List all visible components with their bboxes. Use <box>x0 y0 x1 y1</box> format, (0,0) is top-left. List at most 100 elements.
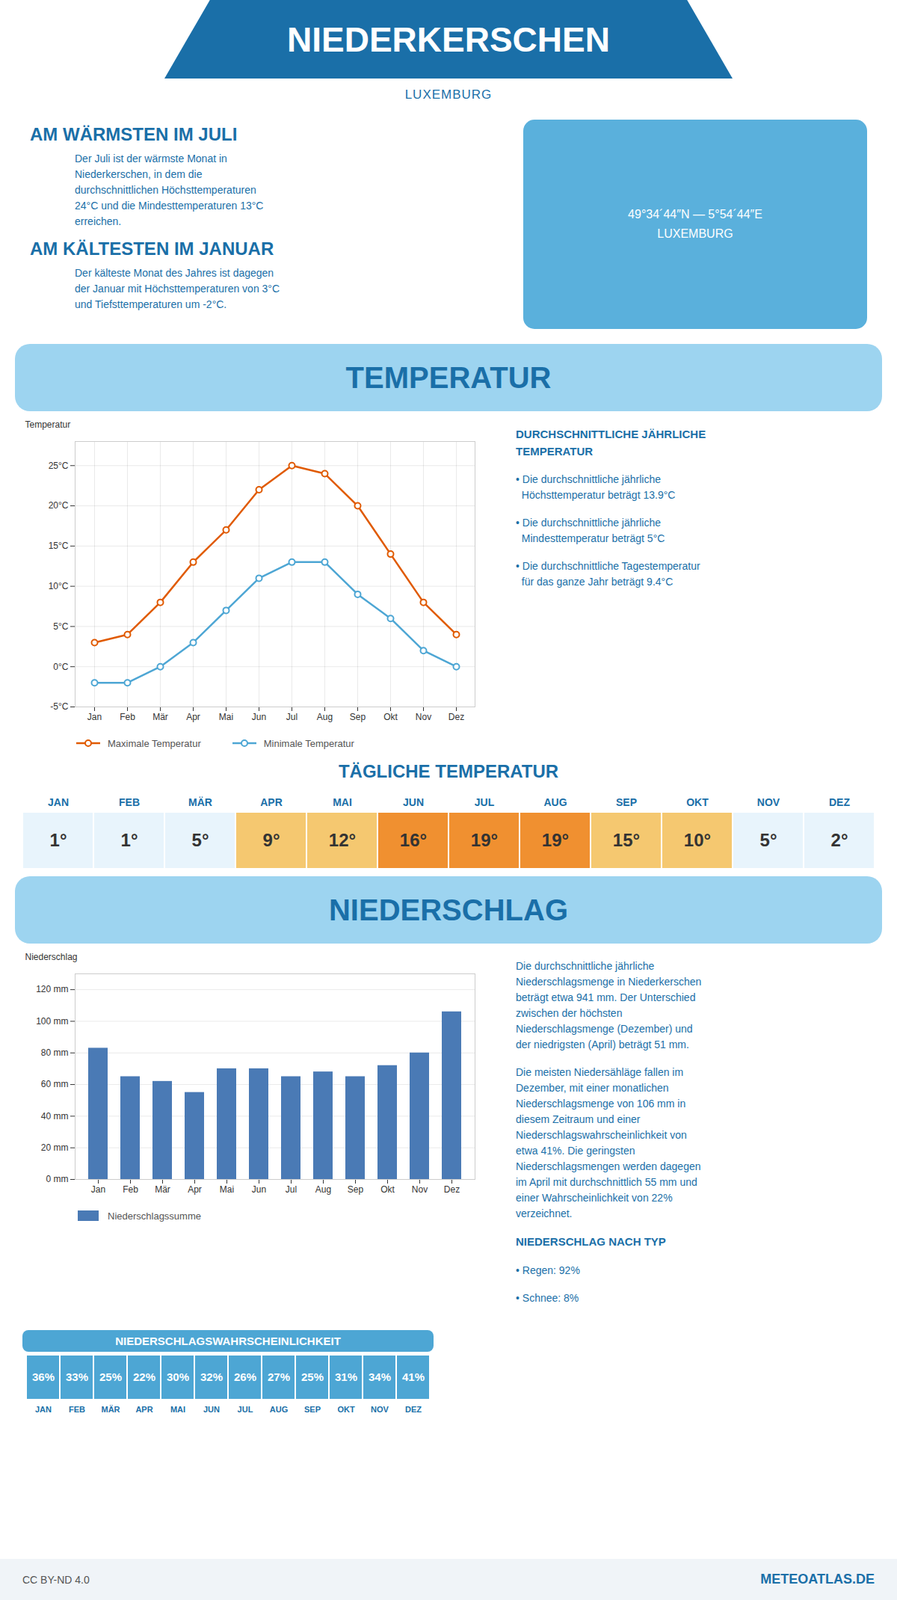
svg-text:MAI: MAI <box>170 1404 186 1414</box>
svg-text:APR: APR <box>260 796 283 809</box>
svg-text:AUG: AUG <box>269 1404 288 1414</box>
svg-text:SEP: SEP <box>304 1404 321 1414</box>
svg-text:MÄR: MÄR <box>188 796 213 809</box>
svg-text:Jul: Jul <box>286 711 298 723</box>
svg-text:JAN: JAN <box>47 796 69 809</box>
svg-text:22%: 22% <box>133 1370 156 1383</box>
svg-text:Mär: Mär <box>152 711 169 723</box>
svg-text:Apr: Apr <box>187 1184 202 1195</box>
svg-text:25°C: 25°C <box>48 460 69 471</box>
svg-text:AUG: AUG <box>543 796 567 809</box>
svg-text:2°: 2° <box>831 829 849 850</box>
svg-text:19°: 19° <box>470 829 498 850</box>
svg-text:19°: 19° <box>541 829 569 850</box>
svg-text:41%: 41% <box>402 1370 425 1383</box>
svg-text:DEZ: DEZ <box>828 796 850 809</box>
html-text:• Die durchschnittliche jährli: • Die durchschnittliche jährliche Mindes… <box>515 516 665 545</box>
svg-text:Dez: Dez <box>444 1184 460 1195</box>
svg-text:10°: 10° <box>683 829 711 850</box>
html-text:Der Juli ist der wärmste Monat: Der Juli ist der wärmste Monat in Nieder… <box>74 152 264 228</box>
svg-text:31%: 31% <box>334 1370 358 1383</box>
svg-text:40 mm: 40 mm <box>41 1110 69 1122</box>
html-text:TEMPERATUR: TEMPERATUR <box>345 360 552 394</box>
svg-text:Feb: Feb <box>122 1184 139 1195</box>
svg-text:32%: 32% <box>200 1370 223 1383</box>
svg-text:FEB: FEB <box>68 1404 86 1414</box>
svg-text:120 mm: 120 mm <box>35 983 69 995</box>
svg-text:Aug: Aug <box>315 1184 332 1195</box>
svg-text:25%: 25% <box>99 1370 122 1383</box>
svg-text:OKT: OKT <box>686 796 709 809</box>
svg-text:100 mm: 100 mm <box>35 1015 69 1027</box>
svg-text:5°: 5° <box>760 829 778 850</box>
svg-text:Aug: Aug <box>316 711 333 723</box>
html-text:Der kälteste Monat des Jahres: Der kälteste Monat des Jahres ist dagege… <box>74 266 280 311</box>
svg-text:-5°C: -5°C <box>50 701 69 712</box>
svg-text:Nov: Nov <box>411 1184 428 1195</box>
svg-text:33%: 33% <box>65 1370 89 1383</box>
svg-text:Sep: Sep <box>347 1184 365 1195</box>
svg-text:9°: 9° <box>263 829 281 850</box>
svg-text:APR: APR <box>135 1404 153 1414</box>
svg-text:5°: 5° <box>192 829 210 850</box>
svg-text:30%: 30% <box>166 1370 190 1383</box>
svg-text:JAN: JAN <box>35 1404 52 1414</box>
svg-text:5°C: 5°C <box>53 621 69 632</box>
html-text:Die durchschnittliche jährlich: Die durchschnittliche jährliche Niedersc… <box>515 959 702 1051</box>
svg-text:Apr: Apr <box>186 711 201 723</box>
html-text:DURCHSCHNITTLICHE JÄHRLICHE TE: DURCHSCHNITTLICHE JÄHRLICHE TEMPERATUR <box>515 427 706 458</box>
svg-text:Jun: Jun <box>251 1184 267 1195</box>
svg-text:80 mm: 80 mm <box>41 1047 69 1058</box>
svg-text:JUN: JUN <box>203 1404 220 1414</box>
svg-text:12°: 12° <box>328 829 356 850</box>
svg-text:FEB: FEB <box>118 796 140 809</box>
svg-text:Mai: Mai <box>219 711 234 723</box>
svg-text:Mär: Mär <box>154 1184 171 1195</box>
svg-text:DEZ: DEZ <box>405 1404 422 1414</box>
svg-text:MÄR: MÄR <box>100 1404 120 1414</box>
svg-text:Mai: Mai <box>219 1184 234 1195</box>
html-text:NIEDERSCHLAG: NIEDERSCHLAG <box>328 892 569 926</box>
svg-text:MAI: MAI <box>332 796 353 809</box>
svg-text:NOV: NOV <box>370 1404 390 1414</box>
svg-text:Okt: Okt <box>383 711 398 723</box>
svg-text:Jan: Jan <box>91 1184 106 1195</box>
svg-text:15°C: 15°C <box>48 540 69 551</box>
svg-text:34%: 34% <box>368 1370 391 1383</box>
svg-text:26%: 26% <box>233 1370 257 1383</box>
svg-text:JUN: JUN <box>402 796 424 809</box>
svg-text:0 mm: 0 mm <box>46 1173 69 1185</box>
svg-text:Okt: Okt <box>380 1184 395 1195</box>
svg-text:Niederschlag: Niederschlag <box>25 951 78 963</box>
svg-text:NOV: NOV <box>757 796 781 809</box>
svg-text:27%: 27% <box>267 1370 291 1383</box>
svg-text:OKT: OKT <box>337 1404 356 1414</box>
svg-text:15°: 15° <box>612 829 640 850</box>
svg-text:20 mm: 20 mm <box>41 1142 69 1153</box>
html-text:Die meisten Niedersähläge fall: Die meisten Niedersähläge fallen im Deze… <box>515 1065 701 1220</box>
svg-text:0°C: 0°C <box>53 661 69 673</box>
html-text:• Die durchschnittliche jährli: • Die durchschnittliche jährliche Höchst… <box>515 473 676 501</box>
svg-text:Jan: Jan <box>87 711 102 723</box>
svg-text:SEP: SEP <box>615 796 637 809</box>
svg-text:Feb: Feb <box>119 711 136 723</box>
svg-text:Temperatur: Temperatur <box>25 419 72 430</box>
svg-text:Jul: Jul <box>285 1184 297 1195</box>
svg-text:36%: 36% <box>32 1370 55 1383</box>
html-text:• Die durchschnittliche Tagest: • Die durchschnittliche Tagestemperatur … <box>515 559 701 588</box>
svg-text:60 mm: 60 mm <box>41 1078 69 1090</box>
svg-text:JUL: JUL <box>474 796 495 809</box>
svg-text:20°C: 20°C <box>48 500 69 511</box>
svg-text:25%: 25% <box>301 1370 324 1383</box>
svg-text:JUL: JUL <box>237 1404 254 1414</box>
svg-text:1°: 1° <box>50 829 68 850</box>
svg-text:Jun: Jun <box>251 711 267 723</box>
html-text:NIEDERKERSCHEN: NIEDERKERSCHEN <box>287 19 610 59</box>
svg-text:16°: 16° <box>399 829 427 850</box>
svg-text:Nov: Nov <box>415 711 432 723</box>
svg-text:Sep: Sep <box>349 711 367 723</box>
svg-text:Dez: Dez <box>448 711 465 723</box>
html-text:TÄGLICHE TEMPERATUR: TÄGLICHE TEMPERATUR <box>338 760 559 782</box>
svg-text:10°C: 10°C <box>48 580 69 592</box>
svg-text:1°: 1° <box>121 829 139 850</box>
